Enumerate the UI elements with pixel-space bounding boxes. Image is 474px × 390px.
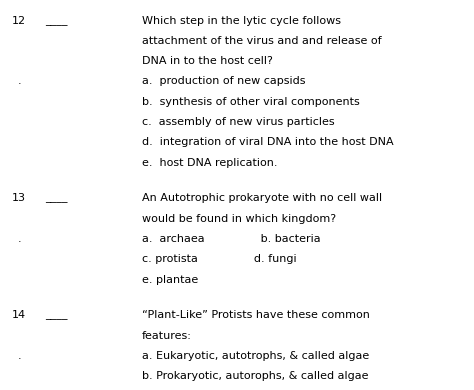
Text: would be found in which kingdom?: would be found in which kingdom? [142, 214, 337, 224]
Text: b.  synthesis of other viral components: b. synthesis of other viral components [142, 97, 360, 107]
Text: Which step in the lytic cycle follows: Which step in the lytic cycle follows [142, 16, 341, 26]
Text: e.  host DNA replication.: e. host DNA replication. [142, 158, 278, 168]
Text: e. plantae: e. plantae [142, 275, 199, 285]
Text: ____: ____ [45, 16, 67, 26]
Text: d.  integration of viral DNA into the host DNA: d. integration of viral DNA into the hos… [142, 137, 394, 147]
Text: attachment of the virus and and release of: attachment of the virus and and release … [142, 36, 382, 46]
Text: a.  archaea                b. bacteria: a. archaea b. bacteria [142, 234, 321, 244]
Text: 14: 14 [12, 310, 26, 321]
Text: features:: features: [142, 331, 192, 341]
Text: b. Prokaryotic, autorophs, & called algae: b. Prokaryotic, autorophs, & called alga… [142, 371, 369, 381]
Text: An Autotrophic prokaryote with no cell wall: An Autotrophic prokaryote with no cell w… [142, 193, 383, 204]
Text: 12: 12 [12, 16, 26, 26]
Text: “Plant-Like” Protists have these common: “Plant-Like” Protists have these common [142, 310, 370, 321]
Text: DNA in to the host cell?: DNA in to the host cell? [142, 56, 273, 66]
Text: c. protista                d. fungi: c. protista d. fungi [142, 254, 297, 264]
Text: c.  assembly of new virus particles: c. assembly of new virus particles [142, 117, 335, 127]
Text: a. Eukaryotic, autotrophs, & called algae: a. Eukaryotic, autotrophs, & called alga… [142, 351, 369, 361]
Text: .: . [18, 351, 22, 361]
Text: ____: ____ [45, 193, 67, 204]
Text: .: . [18, 234, 22, 244]
Text: ____: ____ [45, 310, 67, 321]
Text: .: . [18, 76, 22, 87]
Text: a.  production of new capsids: a. production of new capsids [142, 76, 306, 87]
Text: 13: 13 [12, 193, 26, 204]
